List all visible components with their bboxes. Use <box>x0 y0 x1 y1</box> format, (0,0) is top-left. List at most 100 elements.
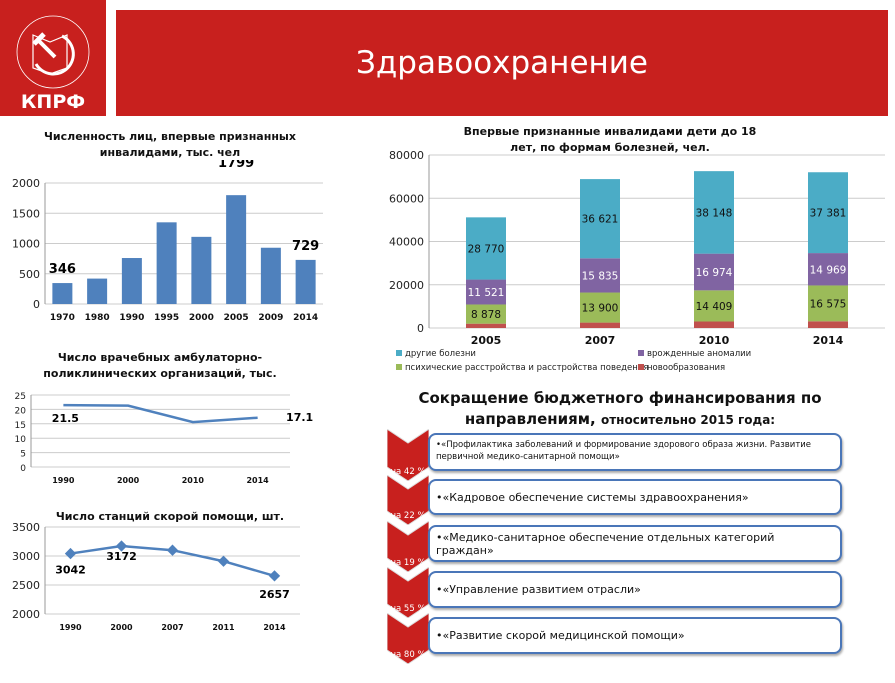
chevron-arrow: на 55 % <box>386 566 430 619</box>
data-label: 14 969 <box>810 264 847 276</box>
x-tick-label: 2011 <box>212 623 235 632</box>
bar <box>191 236 212 304</box>
x-tick-label: 1990 <box>59 623 82 632</box>
bar-segment <box>808 172 848 254</box>
bar-segment <box>808 321 848 328</box>
chart-disabled-children: 0 20000 40000 60000 80000 2005 2007 2010 2014 8 8… <box>389 149 885 373</box>
y-tick-label: 2000 <box>12 177 40 190</box>
x-tick-label: 2010 <box>182 476 205 485</box>
y-tick-label: 3500 <box>12 521 40 534</box>
y-tick-label: 20000 <box>389 279 424 292</box>
y-tick-label: 1500 <box>12 207 40 220</box>
percent-label: на 80 % <box>390 650 426 660</box>
chart-clinics: 0 5 10 15 20 25 1990 2000 2010 2014 21.5 17.1 <box>15 392 314 485</box>
legend-label: новообразования <box>647 363 725 373</box>
kprf-logo: КПРФ <box>0 0 106 116</box>
data-label: 346 <box>49 262 76 277</box>
chevron-arrow: на 42 % <box>386 428 430 482</box>
data-label: 729 <box>292 239 319 254</box>
x-tick-label: 1990 <box>52 476 75 485</box>
budget-item: •«Развитие скорой медицинской помощи» <box>428 617 842 654</box>
budget-item: •«Управление развитием отрасли» <box>428 571 842 608</box>
legend-label: другие болезни <box>405 349 476 359</box>
chart2-title: Впервые признанные инвалидами дети до 18… <box>463 125 757 154</box>
data-label: 1799 <box>218 160 254 171</box>
page-title: Здравоохранение <box>116 10 888 116</box>
x-tick-label: 2005 <box>224 313 249 323</box>
y-tick-label: 15 <box>15 421 26 431</box>
x-tick-label: 1970 <box>50 313 75 323</box>
data-point <box>268 570 281 582</box>
y-tick-label: 3000 <box>12 550 40 563</box>
bar <box>121 258 142 304</box>
bar <box>295 259 316 304</box>
y-tick-label: 0 <box>417 322 424 335</box>
y-tick-label: 20 <box>15 406 27 416</box>
x-tick-label: 2014 <box>813 334 844 347</box>
y-tick-label: 60000 <box>389 192 424 205</box>
y-tick-label: 0 <box>33 298 40 311</box>
x-tick-label: 2005 <box>471 334 502 347</box>
bar-segment <box>694 290 734 322</box>
legend-swatch <box>396 350 402 356</box>
x-tick-label: 1990 <box>119 313 144 323</box>
bar <box>87 278 108 304</box>
chevron-arrow: на 80 % <box>386 612 430 665</box>
bar-segment <box>808 285 848 322</box>
data-label: 37 381 <box>810 208 847 220</box>
bar-segment <box>694 171 734 254</box>
bar-segment <box>580 179 620 259</box>
x-tick-label: 2007 <box>161 623 183 632</box>
legend-label: психические расстройства и расстройства … <box>405 363 648 373</box>
y-tick-label: 0 <box>20 464 26 474</box>
data-label: 11 521 <box>468 287 505 299</box>
x-tick-label: 2014 <box>246 476 269 485</box>
chevron-arrow: на 22 % <box>386 474 430 526</box>
y-tick-label: 2000 <box>12 608 40 621</box>
y-tick-label: 2500 <box>12 579 40 592</box>
bar <box>52 283 73 304</box>
budget-item: •«Профилактика заболеваний и формировани… <box>428 433 842 471</box>
percent-label: на 55 % <box>390 604 426 614</box>
y-tick-label: 5 <box>20 450 26 460</box>
y-tick-label: 40000 <box>389 236 424 249</box>
x-tick-label: 2014 <box>293 313 318 323</box>
data-label: 14 409 <box>696 301 733 313</box>
percent-label: на 19 % <box>390 558 426 568</box>
data-label: 16 575 <box>810 298 847 310</box>
bar-segment <box>466 304 506 324</box>
budget-title-main: Сокращение бюджетного финансирования по … <box>418 389 822 428</box>
x-tick-label: 2007 <box>585 334 616 347</box>
percent-label: на 42 % <box>390 467 426 477</box>
budget-item: •«Кадровое обеспечение системы здравоохр… <box>428 479 842 515</box>
bar-segment <box>580 258 620 293</box>
y-tick-label: 25 <box>15 392 26 402</box>
logo-text: КПРФ <box>21 91 85 113</box>
chevron-arrow: на 19 % <box>386 520 430 573</box>
data-label: 3042 <box>55 564 86 577</box>
data-label: 3172 <box>106 550 137 563</box>
data-label: 13 900 <box>582 303 619 315</box>
x-tick-label: 2000 <box>117 476 140 485</box>
series-line <box>63 403 258 424</box>
data-point <box>64 547 77 560</box>
budget-subtitle: относительно 2015 года: <box>600 413 776 427</box>
data-point <box>166 544 179 556</box>
data-label: 21.5 <box>52 412 79 425</box>
budget-title: Сокращение бюджетного финансирования по … <box>390 388 850 431</box>
y-tick-label: 1000 <box>12 238 40 251</box>
x-tick-label: 2000 <box>189 313 214 323</box>
data-label: 2657 <box>259 588 290 601</box>
bar-segment <box>694 321 734 328</box>
chart-disabled-adults: 0 500 1000 1500 2000 1970 1980 1990 1995 2000 2005… <box>12 160 323 323</box>
data-label: 8 878 <box>471 309 501 321</box>
bar-segment <box>580 322 620 328</box>
chart-ambulance: 2000 2500 3000 3500 1990 2000 2007 2011 2014 3042… <box>12 521 300 632</box>
x-tick-label: 2000 <box>110 623 133 632</box>
data-label: 15 835 <box>582 270 619 282</box>
legend-swatch <box>396 364 402 370</box>
bar <box>226 195 247 304</box>
chart4-title: Число станций скорой помощи, шт. <box>55 510 285 523</box>
bar <box>260 247 281 304</box>
bar-segment <box>466 217 506 280</box>
